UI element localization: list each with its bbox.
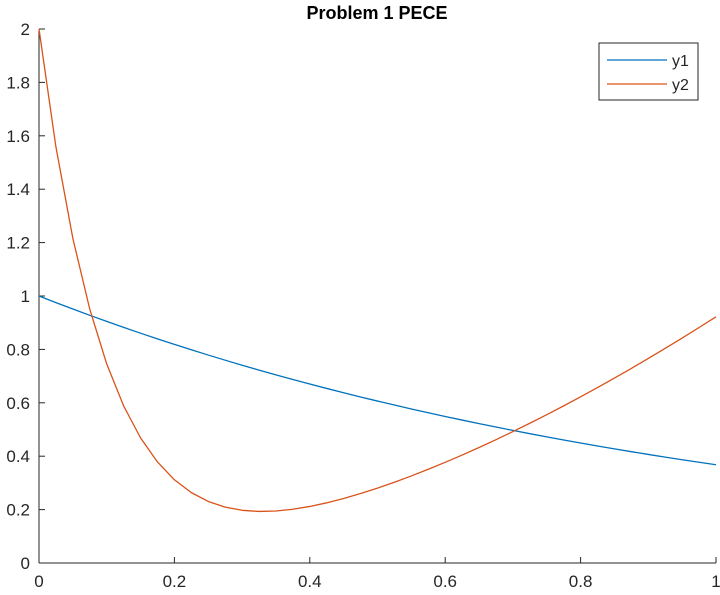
y-tick-label: 1.8 (6, 73, 30, 92)
x-tick-label: 0.4 (298, 572, 322, 591)
y-tick-label: 0.2 (6, 501, 30, 520)
y-tick-label: 1.6 (6, 127, 30, 146)
x-tick-label: 1 (711, 572, 720, 591)
x-tick-label: 0.6 (433, 572, 457, 591)
y-tick-label: 2 (21, 20, 30, 39)
legend-label-y2: y2 (672, 77, 689, 94)
legend-box (598, 42, 699, 101)
y-tick-label: 1.4 (6, 180, 30, 199)
y-tick-label: 1 (21, 287, 30, 306)
series-line-y2 (38, 28, 717, 513)
plot-area: 0 0.2 0.4 0.6 0.8 1 0 0.2 0.4 0.6 0.8 1 1.2 1.4 1.6 1.8… (6, 20, 720, 591)
x-tick-label: 0.2 (163, 572, 187, 591)
y-tick-label: 0.8 (6, 340, 30, 359)
legend-label-y1: y1 (672, 53, 689, 70)
y-tick-label: 1.2 (6, 234, 30, 253)
x-tick-label: 0 (34, 572, 43, 591)
y-tick-label: 0.4 (6, 447, 30, 466)
y-tick-label: 0 (21, 554, 30, 573)
y-tick-label: 0.6 (6, 394, 30, 413)
chart-title: Problem 1 PECE (306, 3, 447, 23)
series-line-y1 (38, 295, 717, 466)
x-tick-label: 0.8 (569, 572, 593, 591)
